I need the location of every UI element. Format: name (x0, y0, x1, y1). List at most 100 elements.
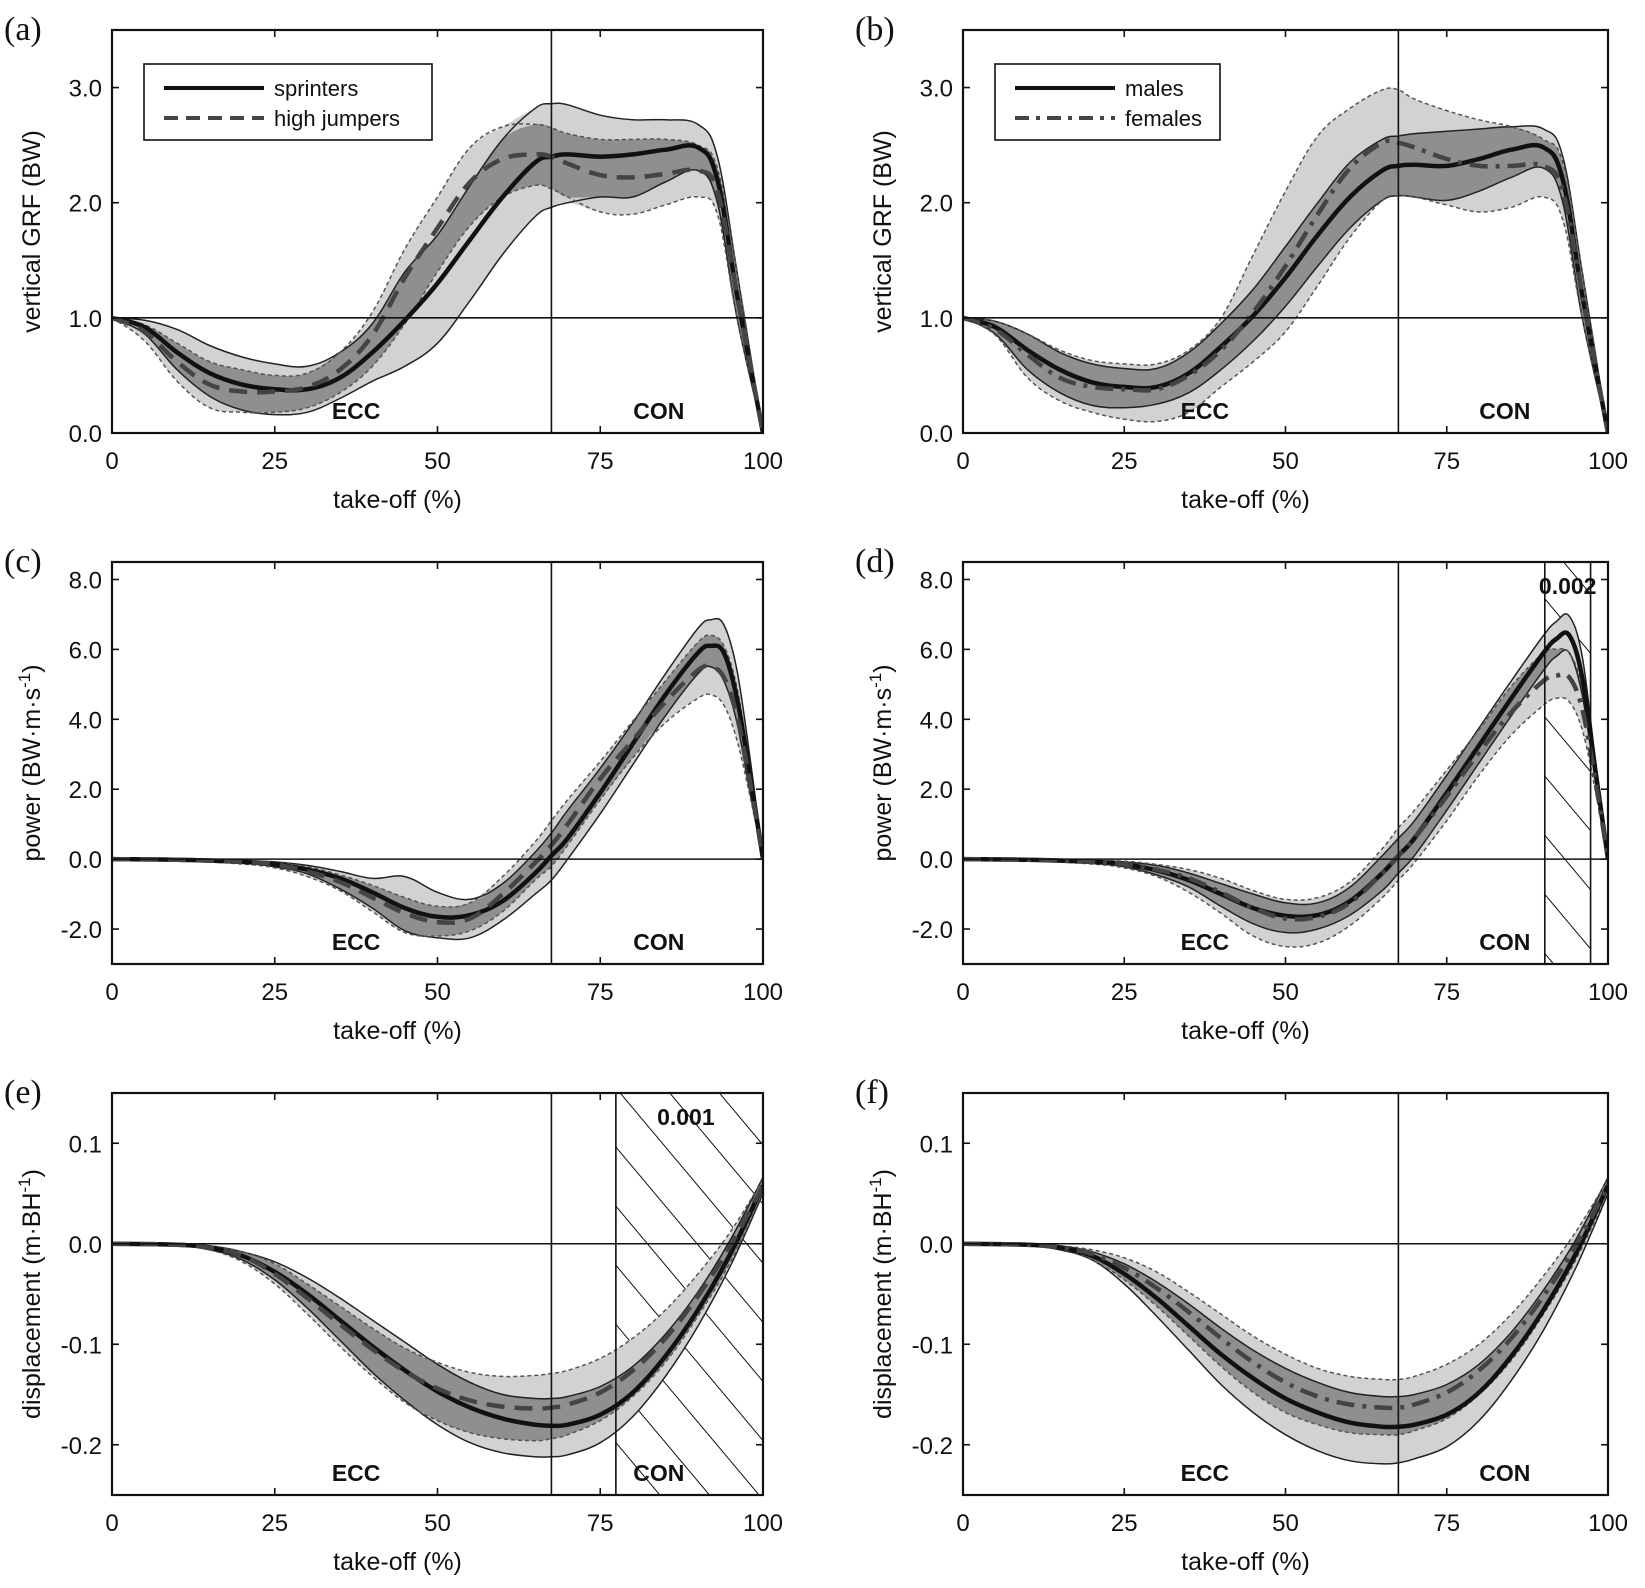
y-axis-title-tail: ) (869, 664, 897, 672)
females-lower-sd-line (963, 194, 1608, 433)
y-tick-label: 0.0 (69, 1232, 102, 1259)
y-axis-title-main: power (BW·m·s (18, 688, 46, 862)
x-tick-label: 0 (105, 979, 118, 1006)
y-tick-label: 2.0 (69, 777, 102, 804)
y-tick-label: 2.0 (920, 191, 953, 218)
high-jumpers-lower-sd-line (112, 1191, 763, 1442)
males-mean-line (963, 630, 1608, 920)
y-tick-label: 0.0 (920, 1232, 953, 1259)
females-upper-sd-line (963, 1179, 1608, 1381)
males-upper-sd-line (963, 613, 1608, 906)
y-axis-title-main: displacement (m·BH (18, 1193, 46, 1419)
legend-label: sprinters (274, 76, 358, 101)
x-tick-label: 75 (587, 979, 614, 1006)
y-tick-label: 3.0 (69, 76, 102, 103)
x-axis-title: take-off (%) (1181, 1017, 1310, 1045)
high-jumpers-mean-line (112, 1184, 763, 1411)
x-tick-label: 100 (743, 979, 783, 1006)
panel-d: (d) 0.002 ECC CON 0 25 50 75 100 -2.0 0.0 2.0 4.0 6.0… (855, 543, 1628, 1045)
y-axis-title-superscript: -1 (15, 1177, 34, 1192)
legend-box (143, 63, 433, 141)
sd-band-union (112, 618, 763, 940)
phase-label-con: CON (633, 1460, 684, 1486)
legend: sprinters high jumpers (143, 63, 433, 141)
high-jumpers-lower-sd-line (112, 184, 763, 433)
panel-label: (c) (4, 543, 42, 580)
x-tick-label: 75 (1433, 979, 1460, 1006)
y-axis-title-superscript: -1 (866, 1177, 885, 1192)
phase-label-con: CON (1479, 929, 1530, 955)
panel-c: (c) ECC CON 0 25 50 75 100 -2.0 0.0 2.0 4.0 6.0 8.0 ta… (4, 543, 783, 1045)
phase-label-con: CON (633, 929, 684, 955)
males-mean-line (963, 142, 1608, 433)
phase-label-ecc: ECC (1181, 1460, 1230, 1486)
plot-area (963, 87, 1608, 433)
sprinters-upper-sd-line (112, 617, 763, 901)
y-tick-label: 6.0 (920, 637, 953, 664)
phase-label-ecc: ECC (332, 929, 381, 955)
x-axis-title: take-off (%) (333, 1548, 462, 1576)
x-tick-label: 50 (1272, 448, 1299, 475)
sd-band-union (963, 1177, 1608, 1464)
high-jumpers-mean-line (112, 663, 763, 925)
y-axis-title-main: vertical GRF (BW) (18, 130, 46, 333)
y-axis-title: vertical GRF (BW) (869, 130, 897, 333)
x-tick-label: 50 (424, 1510, 451, 1537)
x-tick-label: 0 (105, 448, 118, 475)
legend-label: females (1125, 106, 1202, 131)
high-jumpers-mean-line (112, 152, 763, 433)
y-tick-label: -0.2 (912, 1433, 953, 1460)
x-axis-title: take-off (%) (1181, 1548, 1310, 1576)
x-tick-label: 100 (1588, 448, 1628, 475)
y-tick-label: 2.0 (69, 191, 102, 218)
sprinters-lower-sd-line (112, 168, 763, 433)
x-tick-label: 0 (956, 1510, 969, 1537)
x-tick-label: 100 (743, 1510, 783, 1537)
y-axis-title-tail: ) (869, 1169, 897, 1177)
x-tick-label: 100 (743, 448, 783, 475)
y-tick-label: 8.0 (69, 567, 102, 594)
x-tick-label: 50 (424, 448, 451, 475)
high-jumpers-upper-sd-line (112, 123, 763, 433)
plot-area (112, 102, 763, 433)
y-tick-label: 4.0 (920, 707, 953, 734)
y-tick-label: 2.0 (920, 777, 953, 804)
sprinters-mean-line (112, 143, 763, 433)
males-lower-sd-line (963, 166, 1608, 433)
x-tick-label: 0 (956, 448, 969, 475)
females-mean-line (963, 671, 1608, 922)
y-tick-label: 0.1 (69, 1131, 102, 1158)
y-axis-title-main: power (BW·m·s (869, 688, 897, 862)
males-upper-sd-line (963, 1177, 1608, 1398)
panel-a: (a) ECC CON 0 25 50 75 100 0.0 1.0 2.0 3.0 take-off … (4, 11, 783, 514)
x-axis-title: take-off (%) (333, 486, 462, 514)
high-jumpers-upper-sd-line (112, 1179, 763, 1378)
panel-b: (b) ECC CON 0 25 50 75 100 0.0 1.0 2.0 3.0 take-off … (855, 11, 1628, 514)
sd-band-overlap (112, 635, 763, 936)
x-tick-label: 25 (261, 979, 288, 1006)
y-axis-title-main: vertical GRF (BW) (869, 130, 897, 333)
x-tick-label: 50 (1272, 1510, 1299, 1537)
x-tick-label: 25 (261, 1510, 288, 1537)
x-tick-label: 75 (1433, 448, 1460, 475)
x-tick-label: 75 (587, 1510, 614, 1537)
y-axis-title-superscript: -1 (15, 673, 34, 688)
males-lower-sd-line (963, 649, 1608, 934)
x-tick-label: 25 (1111, 979, 1138, 1006)
males-upper-sd-line (963, 125, 1608, 433)
significance-p-label: 0.002 (1539, 573, 1597, 599)
y-axis-title: displacement (m·BH-1) (15, 1169, 46, 1419)
panel-f: (f) ECC CON 0 25 50 75 100 -0.2 -0.1 0.0 0.1 take-of… (855, 1074, 1628, 1576)
x-tick-label: 75 (587, 448, 614, 475)
females-upper-sd-line (963, 647, 1608, 901)
y-tick-label: 4.0 (69, 707, 102, 734)
panel-e: (e) 0.001 ECC CON 0 25 50 75 100 -0.2 -0.1 0.0 0.1 ta… (4, 1074, 783, 1576)
plot-area (112, 617, 763, 941)
x-axis-title: take-off (%) (1181, 486, 1310, 514)
y-axis-title-tail: ) (18, 1169, 46, 1177)
phase-label-con: CON (633, 398, 684, 424)
panel-label: (e) (4, 1074, 42, 1111)
y-axis-title: vertical GRF (BW) (18, 130, 46, 333)
y-tick-label: 1.0 (69, 306, 102, 333)
